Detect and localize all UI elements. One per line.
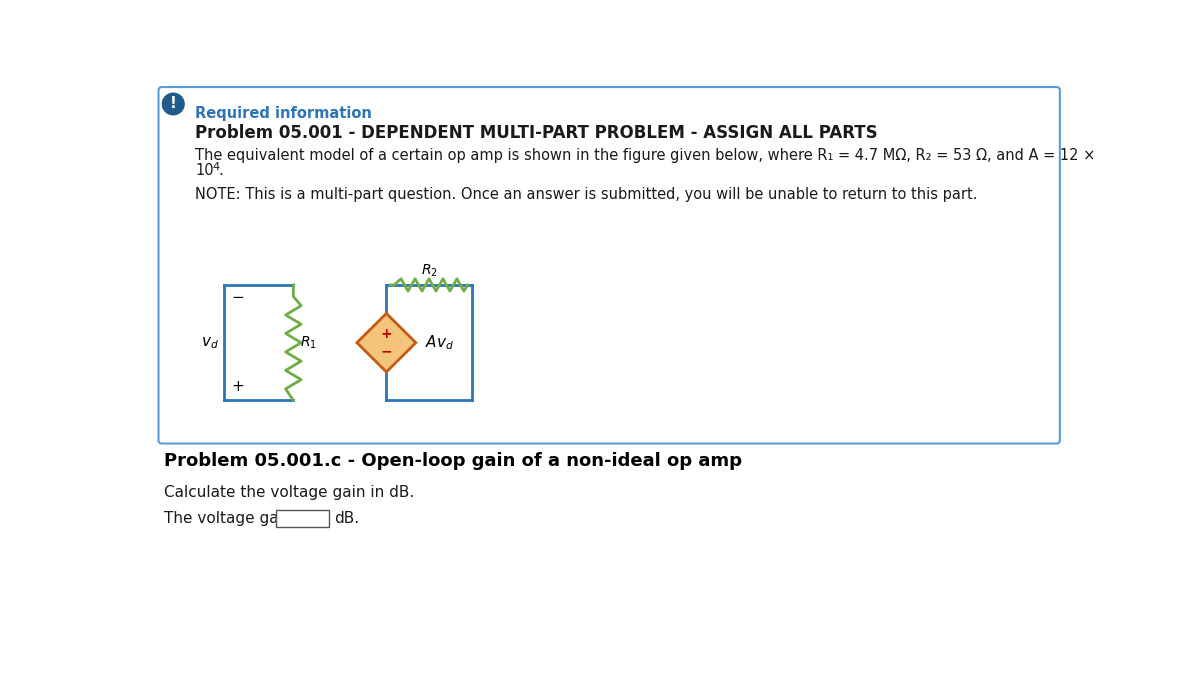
Text: !: ! bbox=[170, 96, 176, 111]
Bar bbox=[276, 510, 329, 526]
Text: 10: 10 bbox=[194, 164, 214, 179]
Text: The equivalent model of a certain op amp is shown in the figure given below, whe: The equivalent model of a certain op amp… bbox=[194, 148, 1096, 163]
Text: +: + bbox=[380, 327, 392, 341]
Polygon shape bbox=[356, 313, 416, 372]
Text: The voltage gain is: The voltage gain is bbox=[164, 511, 310, 526]
Text: dB.: dB. bbox=[334, 511, 359, 526]
Text: Problem 05.001.c - Open-loop gain of a non-ideal op amp: Problem 05.001.c - Open-loop gain of a n… bbox=[164, 452, 742, 470]
FancyBboxPatch shape bbox=[158, 87, 1060, 443]
Circle shape bbox=[162, 93, 184, 115]
Text: Required information: Required information bbox=[194, 106, 372, 121]
Text: 4: 4 bbox=[212, 162, 220, 172]
Text: Calculate the voltage gain in dB.: Calculate the voltage gain in dB. bbox=[164, 485, 414, 500]
Text: −: − bbox=[232, 290, 244, 305]
Text: +: + bbox=[232, 379, 244, 394]
Text: $Av_d$: $Av_d$ bbox=[425, 334, 454, 352]
Text: $v_d$: $v_d$ bbox=[200, 335, 218, 350]
Text: $R_2$: $R_2$ bbox=[420, 263, 438, 279]
Text: Problem 05.001 - DEPENDENT MULTI-PART PROBLEM - ASSIGN ALL PARTS: Problem 05.001 - DEPENDENT MULTI-PART PR… bbox=[194, 124, 877, 142]
Text: $R_1$: $R_1$ bbox=[300, 334, 317, 351]
Text: NOTE: This is a multi-part question. Once an answer is submitted, you will be un: NOTE: This is a multi-part question. Onc… bbox=[194, 187, 978, 202]
Text: −: − bbox=[380, 344, 392, 358]
Text: .: . bbox=[218, 164, 223, 179]
